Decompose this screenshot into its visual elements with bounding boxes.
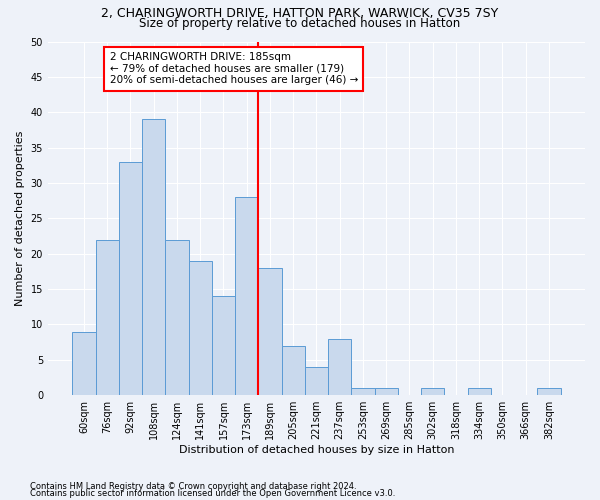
Bar	[188, 261, 212, 395]
Bar	[305, 367, 328, 395]
Bar	[142, 120, 166, 395]
Bar	[119, 162, 142, 395]
Bar	[281, 346, 305, 395]
Bar	[328, 338, 352, 395]
Bar	[467, 388, 491, 395]
Text: 2 CHARINGWORTH DRIVE: 185sqm
← 79% of detached houses are smaller (179)
20% of s: 2 CHARINGWORTH DRIVE: 185sqm ← 79% of de…	[110, 52, 358, 86]
Bar	[538, 388, 560, 395]
Bar	[352, 388, 374, 395]
Text: Contains public sector information licensed under the Open Government Licence v3: Contains public sector information licen…	[30, 489, 395, 498]
Text: 2, CHARINGWORTH DRIVE, HATTON PARK, WARWICK, CV35 7SY: 2, CHARINGWORTH DRIVE, HATTON PARK, WARW…	[101, 8, 499, 20]
Bar	[95, 240, 119, 395]
Bar	[235, 197, 259, 395]
Bar	[212, 296, 235, 395]
Y-axis label: Number of detached properties: Number of detached properties	[15, 130, 25, 306]
Text: Contains HM Land Registry data © Crown copyright and database right 2024.: Contains HM Land Registry data © Crown c…	[30, 482, 356, 491]
X-axis label: Distribution of detached houses by size in Hatton: Distribution of detached houses by size …	[179, 445, 454, 455]
Bar	[374, 388, 398, 395]
Text: Size of property relative to detached houses in Hatton: Size of property relative to detached ho…	[139, 17, 461, 30]
Bar	[259, 268, 281, 395]
Bar	[166, 240, 188, 395]
Bar	[73, 332, 95, 395]
Bar	[421, 388, 445, 395]
